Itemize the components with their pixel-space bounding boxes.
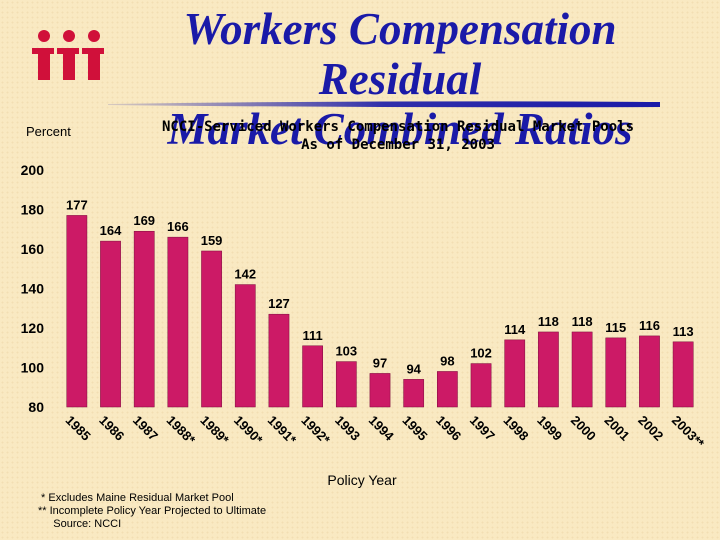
y-tick-label: 80 — [28, 399, 44, 415]
x-tick-label: 1995 — [399, 413, 430, 444]
bar — [268, 313, 290, 408]
bar — [403, 379, 425, 408]
bar-chart: 80 100 120 140 160 180 200 177 1985 164 1986 169 198… — [21, 162, 708, 452]
x-tick-label: 1985 — [63, 413, 94, 444]
x-tick-label: 2001 — [602, 413, 633, 444]
bar-value-label: 169 — [133, 213, 155, 228]
bar-value-label: 102 — [470, 346, 492, 361]
footnote-1: * Excludes Maine Residual Market Pool — [38, 492, 234, 504]
bar — [66, 215, 88, 408]
x-tick-label: 1991* — [265, 413, 300, 448]
x-axis-label: Policy Year — [327, 472, 397, 488]
footnote-2: ** Incomplete Policy Year Projected to U… — [38, 505, 267, 517]
x-tick-label: 1997 — [467, 413, 498, 444]
chart-title: NCCI-Serviced Workers Compensation Resid… — [108, 118, 688, 154]
chart-subtitle-line: As of December 31, 2003 — [301, 137, 495, 153]
bar-value-label: 115 — [605, 320, 626, 335]
x-tick-label: 1993 — [332, 413, 363, 444]
bar — [369, 373, 391, 408]
x-tick-label: 2003** — [669, 413, 708, 452]
bar — [100, 240, 121, 408]
bar-value-label: 113 — [673, 324, 694, 339]
y-tick-label: 140 — [21, 281, 45, 297]
bar-value-label: 98 — [440, 353, 454, 368]
iii-logo-icon — [32, 30, 104, 80]
y-tick-label: 100 — [21, 360, 45, 376]
bar — [639, 335, 660, 408]
bar-value-label: 103 — [335, 344, 357, 359]
y-tick-label: 180 — [21, 202, 45, 218]
x-tick-label: 1989* — [197, 413, 232, 448]
bar-value-label: 159 — [201, 233, 223, 248]
y-tick-label: 160 — [21, 241, 45, 257]
bar — [538, 331, 559, 408]
x-tick-label: 1986 — [96, 413, 127, 444]
x-tick-label: 1998 — [501, 413, 532, 444]
bar-value-label: 142 — [234, 267, 256, 282]
bar-value-label: 94 — [406, 361, 421, 376]
bar — [167, 236, 189, 408]
x-tick-label: 1990* — [231, 413, 266, 448]
bar-value-label: 127 — [268, 296, 290, 311]
bar-value-label: 118 — [538, 314, 559, 329]
y-tick-label: 200 — [21, 162, 45, 178]
bar-value-label: 118 — [572, 314, 593, 329]
x-tick-label: 1994 — [366, 413, 398, 445]
bar — [201, 250, 222, 408]
x-tick-label: 1988* — [164, 413, 199, 448]
footnote-3: Source: NCCI — [38, 518, 122, 530]
x-tick-label: 1996 — [433, 413, 464, 444]
bar — [437, 371, 458, 408]
title-line-1: Workers Compensation Residual — [183, 4, 617, 104]
bar-value-label: 177 — [66, 197, 88, 212]
bar — [504, 339, 526, 408]
page-title: Workers Compensation Residual Market Com… — [100, 4, 700, 154]
footnotes: * Excludes Maine Residual Market Pool **… — [38, 492, 266, 531]
x-tick-label: 1999 — [534, 413, 565, 444]
bar — [133, 230, 155, 408]
bar — [571, 331, 593, 408]
bar-value-label: 166 — [167, 219, 189, 234]
y-tick-label: 120 — [21, 320, 45, 336]
bar — [335, 361, 357, 408]
x-tick-label: 2000 — [568, 413, 599, 444]
bar-value-label: 164 — [100, 223, 122, 238]
chart-title-line: NCCI-Serviced Workers Compensation Resid… — [161, 119, 634, 135]
bar — [302, 345, 323, 408]
bar — [470, 363, 492, 408]
bar-value-label: 114 — [504, 322, 526, 337]
title-line-2: Market Combined Ratios — [167, 104, 633, 154]
bar — [605, 337, 627, 408]
x-tick-label: 1992* — [298, 413, 333, 448]
x-tick-label: 2002 — [635, 413, 666, 444]
bar-value-label: 97 — [373, 355, 387, 370]
bar-value-label: 116 — [639, 318, 660, 333]
bar-value-label: 111 — [302, 328, 322, 343]
y-axis-label: Percent — [26, 124, 71, 139]
x-tick-label: 1987 — [130, 413, 161, 444]
bar — [672, 341, 694, 408]
title-underline — [108, 101, 660, 108]
bar — [234, 284, 256, 408]
